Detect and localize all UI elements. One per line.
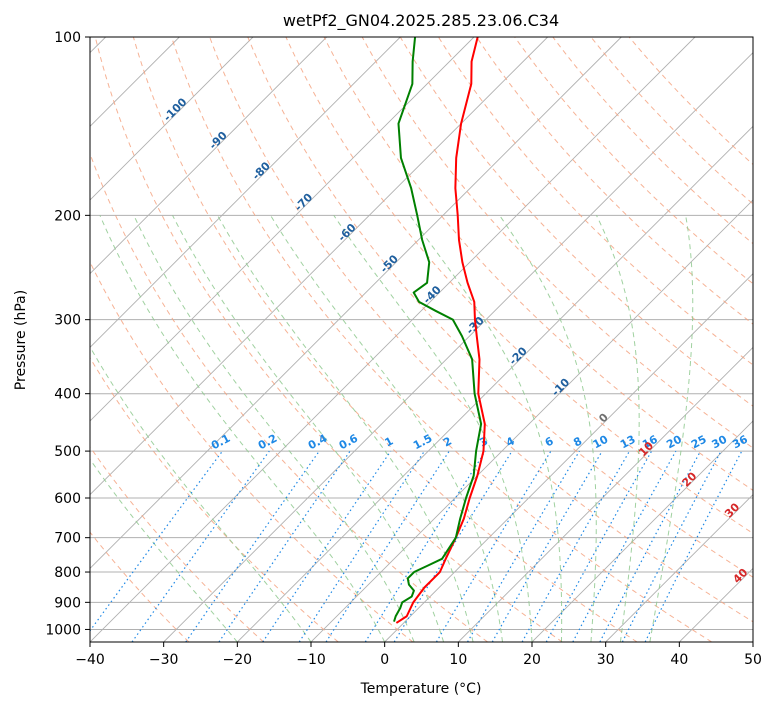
mixing-ratio-line: [491, 450, 603, 642]
mixing-ratio-label: 25: [689, 433, 709, 452]
dry-adiabat: [399, 37, 753, 407]
moist-adiabat: [596, 215, 640, 642]
moist-adiabat: [217, 215, 474, 642]
isotherm-line: [90, 37, 254, 201]
dry-adiabat: [438, 37, 753, 366]
mixing-ratio-line: [325, 450, 450, 642]
mixing-ratio-label: 30: [710, 433, 730, 452]
mixing-ratio-line: [298, 450, 425, 642]
isotherm-line: [531, 420, 753, 642]
moist-adiabat: [649, 215, 694, 642]
x-axis-title: Temperature (°C): [360, 681, 482, 697]
x-tick-label: 0: [380, 652, 389, 668]
dry-adiabat: [323, 37, 753, 491]
chart-title: wetPf2_GN04.2025.285.23.06.C34: [283, 11, 559, 31]
x-tick-label: 10: [449, 652, 467, 668]
mixing-ratio-line: [393, 450, 513, 642]
dry-adiabat: [361, 37, 753, 449]
dewpoint-profile: [393, 37, 483, 622]
plot-area: 0.1 0.2 0.4 0.6 1 1.5 2 3 4 6 8 10 13 16 20 25 30 36-100-…: [90, 37, 753, 642]
y-tick-label: 500: [54, 444, 81, 460]
isotherm-line: [163, 52, 753, 642]
x-tick-label: 40: [670, 652, 688, 668]
moist-adiabat: [409, 215, 563, 642]
y-tick-label: 400: [54, 387, 81, 403]
mixing-ratio-line: [572, 450, 677, 642]
moist-adiabat: [172, 215, 445, 642]
dry-adiabat: [209, 37, 753, 623]
mixing-ratio-line: [521, 450, 631, 642]
x-tick-label: −20: [223, 652, 253, 668]
y-tick-label: 900: [54, 595, 81, 611]
mixing-ratio-line: [435, 450, 552, 642]
dry-adiabat: [247, 37, 753, 578]
mixing-ratio-label: 13: [618, 433, 638, 452]
y-tick-label: 1000: [45, 622, 81, 638]
dry-adiabat: [132, 37, 638, 642]
moist-adiabat: [333, 215, 533, 642]
moist-adiabat: [90, 458, 238, 642]
isotherm-line: [90, 37, 622, 569]
x-tick-label: 20: [523, 652, 541, 668]
y-tick-label: 700: [54, 531, 81, 547]
y-tick-label: 300: [54, 313, 81, 329]
isotherm-line: [90, 37, 401, 348]
dry-adiabat: [94, 37, 563, 642]
moist-adiabat: [499, 215, 597, 642]
mixing-ratio-line: [131, 450, 270, 642]
mixing-ratio-label: 10: [591, 433, 611, 452]
y-tick-label: 100: [54, 30, 81, 46]
isotherm-line: [90, 37, 327, 275]
isotherm-line: [458, 346, 753, 642]
y-tick-label: 800: [54, 565, 81, 581]
moist-adiabat: [90, 345, 312, 642]
temperature-profile: [395, 37, 486, 624]
isotherm-line: [605, 494, 753, 642]
mixing-ratio-line: [364, 450, 486, 642]
x-tick-label: −40: [75, 652, 105, 668]
axes: −40 −30 −20 −10 0 10 20 30 40 50 100 200 300 400 500 60…: [45, 30, 762, 668]
y-tick-label: 600: [54, 491, 81, 507]
isotherm-line: [90, 37, 475, 422]
dry-adiabat: [285, 37, 753, 535]
isotherm-line: [384, 273, 753, 642]
x-tick-label: 30: [597, 652, 615, 668]
dry-adiabat: [90, 260, 414, 642]
isotherm-line: [90, 37, 548, 496]
mixing-ratio-line: [90, 450, 223, 632]
x-tick-label: −10: [296, 652, 326, 668]
isotherm-line: [237, 125, 753, 642]
y-axis-title: Pressure (hPa): [13, 290, 29, 390]
plot-frame: [89, 36, 754, 643]
x-tick-label: 50: [744, 652, 762, 668]
mixing-ratio-label: 16: [640, 433, 660, 452]
x-tick-label: −30: [149, 652, 179, 668]
mixing-ratio-label: 20: [664, 433, 684, 452]
y-tick-label: 200: [54, 208, 81, 224]
mixing-ratio-line: [545, 450, 653, 642]
dry-adiabat: [90, 531, 190, 642]
mixing-ratio-label: 36: [730, 433, 750, 452]
moist-adiabat: [133, 215, 415, 642]
isotherm-line: [90, 37, 696, 642]
mixing-ratio-line: [185, 450, 320, 642]
mixing-ratio-line: [466, 450, 580, 642]
